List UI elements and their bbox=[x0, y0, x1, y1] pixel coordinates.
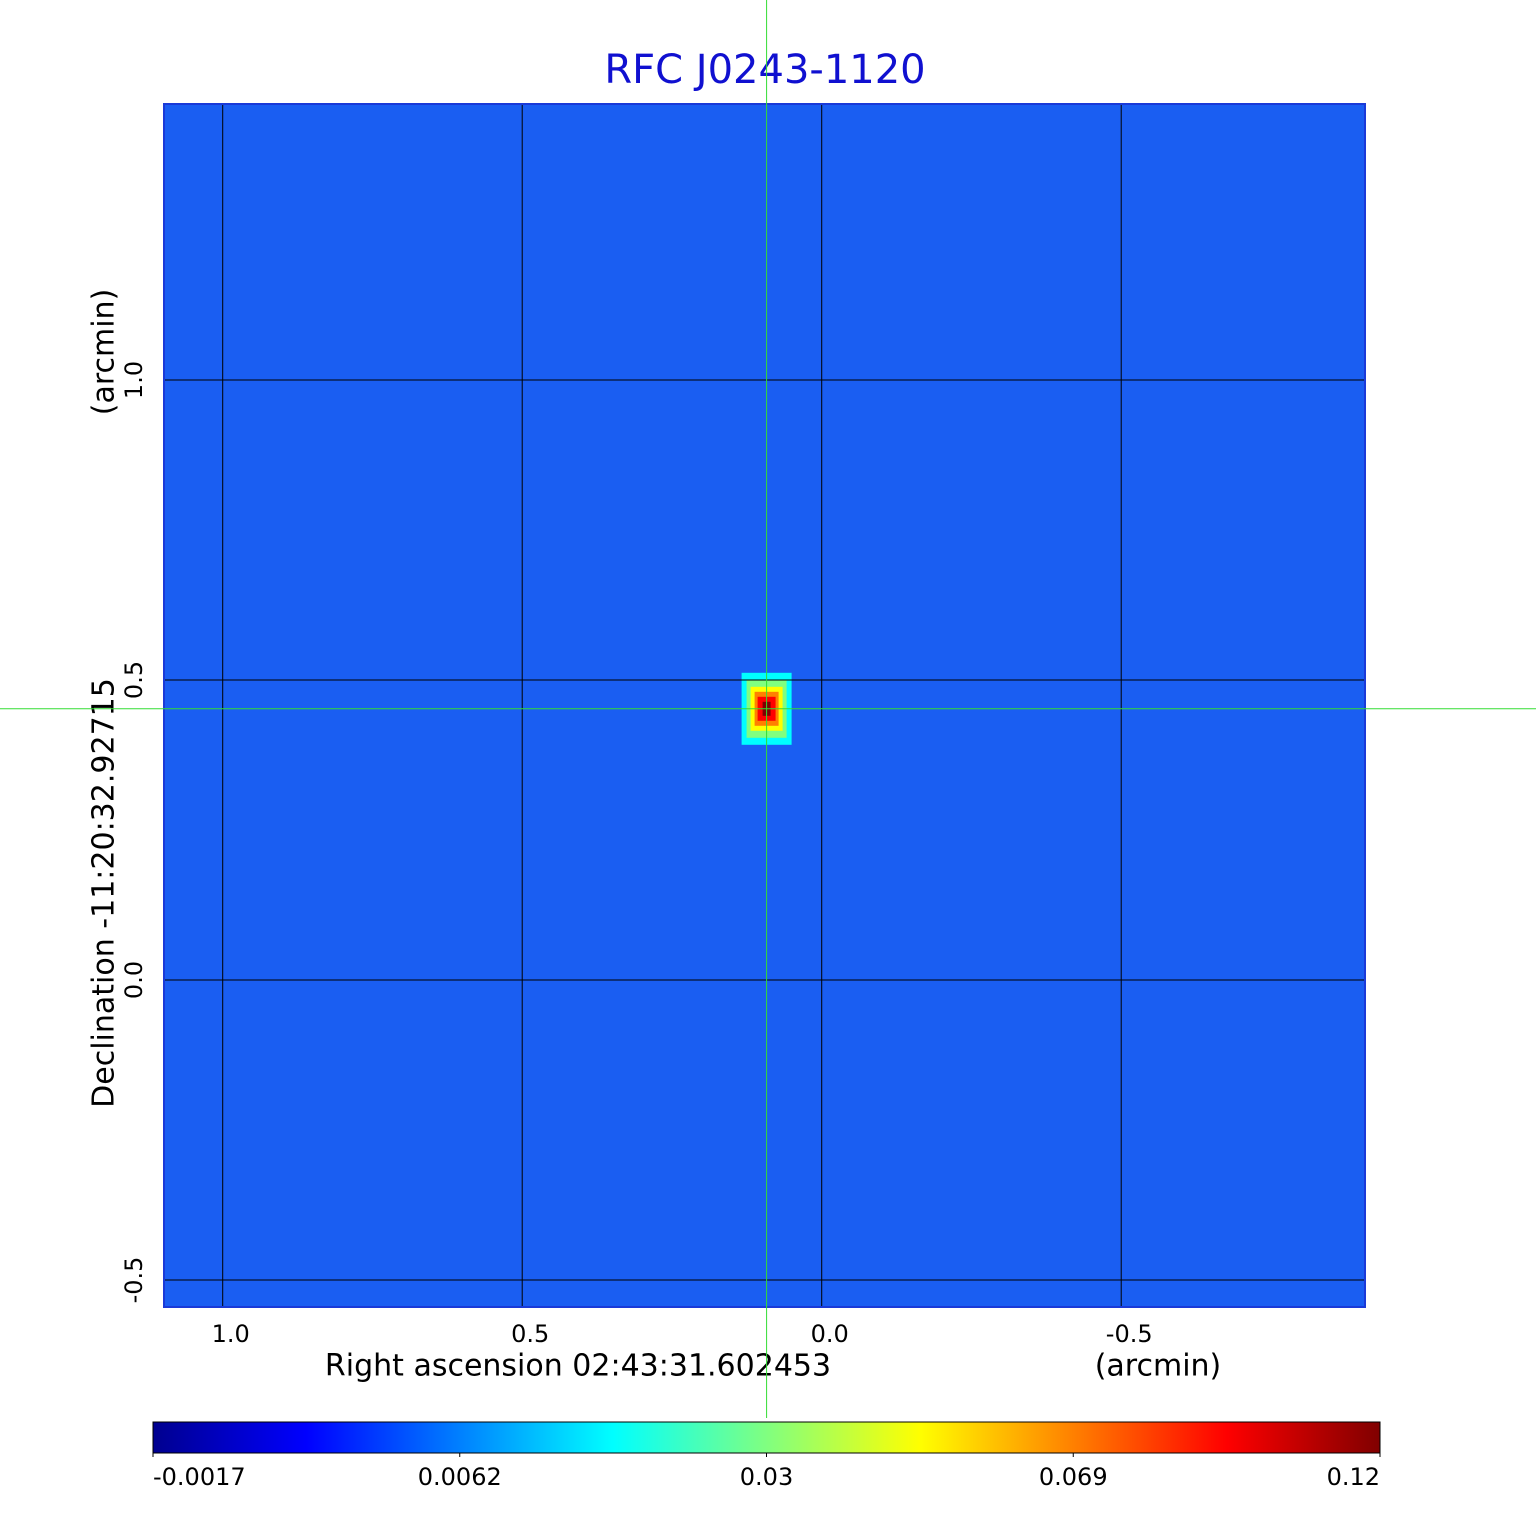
plot-frame bbox=[163, 103, 1366, 1308]
x-axis-label: Right ascension 02:43:31.602453 bbox=[325, 1349, 831, 1384]
chart-title: RFC J0243-1120 bbox=[604, 47, 925, 93]
x-tick-label: -0.5 bbox=[1106, 1320, 1153, 1348]
colorbar-tick-label: 0.069 bbox=[1039, 1463, 1108, 1491]
x-axis-unit: (arcmin) bbox=[1095, 1349, 1222, 1384]
x-tick-label: 0.0 bbox=[811, 1320, 849, 1348]
x-tick-label: 0.5 bbox=[511, 1320, 549, 1348]
colorbar-tick-label: 0.03 bbox=[740, 1463, 793, 1491]
y-axis-unit: (arcmin) bbox=[87, 289, 122, 416]
colorbar bbox=[152, 1421, 1381, 1454]
y-tick-label: 0.5 bbox=[120, 661, 148, 699]
y-tick-label: -0.5 bbox=[120, 1257, 148, 1304]
y-axis-label: Declination -11:20:32.92715 bbox=[87, 678, 122, 1108]
x-tick-label: 1.0 bbox=[212, 1320, 250, 1348]
colorbar-tick-label: -0.0017 bbox=[153, 1463, 246, 1491]
y-tick-label: 0.0 bbox=[120, 961, 148, 999]
colorbar-tick-label: 0.0062 bbox=[418, 1463, 502, 1491]
y-tick-label: 1.0 bbox=[120, 361, 148, 399]
colorbar-tick-label: 0.12 bbox=[1327, 1463, 1380, 1491]
